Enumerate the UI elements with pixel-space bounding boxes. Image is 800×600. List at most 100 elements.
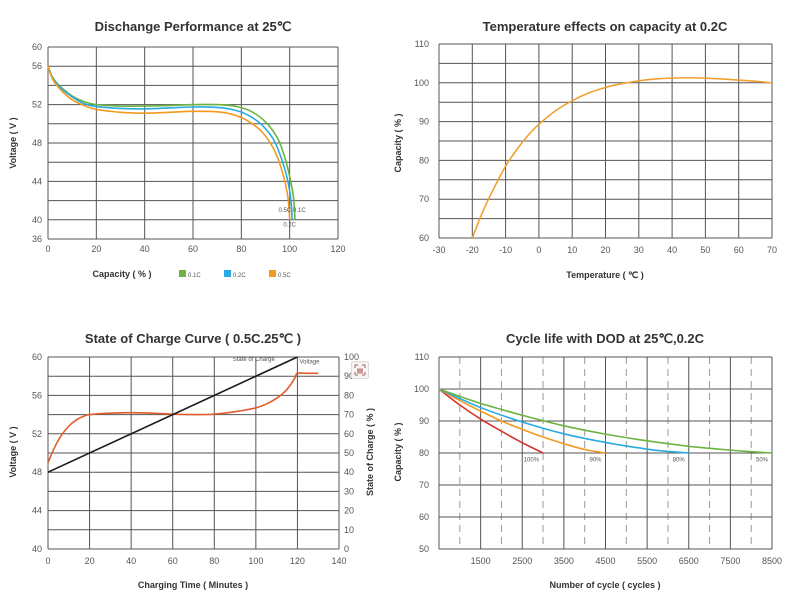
series-line-state-of-charge (47, 356, 298, 473)
discharge-annotations: 0.5C 0.1C 0.2C (278, 208, 306, 228)
legend-swatch-0.5C (269, 270, 276, 277)
temperature-gridlines (438, 43, 773, 239)
discharge-x-axis-label: Capacity ( % ) (92, 269, 151, 279)
discharge-tick-labels: 0 20 40 60 80 100 120 60 56 52 48 44 40 36 (32, 42, 346, 254)
y-tick-label: 100 (414, 384, 429, 394)
discharge-legend: 0.1C 0.2C 0.5C (179, 270, 291, 279)
temperature-tick-labels: -30 -20 -10 0 10 20 30 40 50 60 70 60 70 80 90 100 110 (414, 39, 777, 255)
x-tick-label: 8500 (762, 556, 782, 566)
x-tick-label: 0 (45, 244, 50, 254)
y-tick-label: 56 (32, 390, 42, 400)
soc-curve-label: State of Charge (233, 357, 276, 363)
x-tick-label: 3500 (554, 556, 574, 566)
temperature-series (471, 76, 773, 239)
y2-tick-label: 70 (344, 410, 354, 420)
x-tick-label: 60 (168, 556, 178, 566)
x-tick-label: 5500 (637, 556, 657, 566)
x-tick-label: 20 (91, 244, 101, 254)
x-tick-label: 30 (634, 245, 644, 255)
x-tick-label: 0 (536, 245, 541, 255)
y2-tick-label: 50 (344, 448, 354, 458)
legend-swatch-0.2C (224, 270, 231, 277)
x-tick-label: 70 (767, 245, 777, 255)
y2-tick-label: 100 (344, 352, 359, 362)
series-line-0.1C (47, 65, 296, 220)
y2-tick-label: 80 (344, 390, 354, 400)
y2-tick-label: 0 (344, 544, 349, 554)
series-line-0.2C (47, 65, 293, 220)
y2-tick-label: 60 (344, 429, 354, 439)
x-tick-label: 140 (331, 556, 346, 566)
dod-label: 50% (756, 457, 769, 463)
temperature-y-axis-label: Capacity ( % ) (393, 113, 403, 172)
voltage-curve-label: Voltage (300, 360, 321, 366)
temperature-chart-title: Temperature effects on capacity at 0.2C (483, 19, 728, 34)
soc-chart: State of Charge Curve ( 0.5C.25℃ ) 0 20 40… (8, 331, 375, 590)
soc-annotations: State of Charge Voltage (233, 357, 320, 366)
discharge-y-axis-label: Voltage ( V ) (8, 117, 18, 168)
y-tick-label: 80 (419, 448, 429, 458)
temperature-chart: Temperature effects on capacity at 0.2C … (393, 19, 777, 280)
y-tick-label: 100 (414, 78, 429, 88)
cycle-y-axis-label: Capacity ( % ) (393, 422, 403, 481)
y-tick-label: 40 (32, 544, 42, 554)
curve-annotation: 0.2C (283, 223, 296, 229)
soc-y2-axis-label: State of Charge ( % ) (365, 408, 375, 496)
x-tick-label: 1500 (471, 556, 491, 566)
soc-gridlines (47, 356, 340, 550)
soc-x-axis-label: Charging Time ( Minutes ) (138, 580, 248, 590)
y-tick-label: 52 (32, 429, 42, 439)
x-tick-label: 20 (85, 556, 95, 566)
cycle-annotations: 100% 90% 80% 50% (524, 457, 769, 463)
x-tick-label: 100 (248, 556, 263, 566)
soc-chart-title: State of Charge Curve ( 0.5C.25℃ ) (85, 331, 301, 346)
series-line-dod-90 (438, 388, 606, 454)
soc-tick-labels: 0 20 40 60 80 100 120 140 40 44 48 52 56 60 0 10 20 30 40 5… (32, 352, 359, 566)
x-tick-label: 7500 (720, 556, 740, 566)
y2-tick-label: 40 (344, 467, 354, 477)
discharge-chart: Dischange Performance at 25℃ 0 20 40 60 80 10… (8, 19, 346, 279)
x-tick-label: 0 (45, 556, 50, 566)
x-tick-label: 100 (282, 244, 297, 254)
dod-label: 90% (589, 457, 602, 463)
y-tick-label: 36 (32, 234, 42, 244)
cycle-chart: Cycle life with DOD at 25℃,0.2C 1500 2500… (393, 331, 782, 590)
series-line-capacity (471, 76, 773, 239)
y-tick-label: 60 (32, 352, 42, 362)
y-tick-label: 44 (32, 506, 42, 516)
x-tick-label: 40 (126, 556, 136, 566)
y-tick-label: 44 (32, 176, 42, 186)
cycle-chart-title: Cycle life with DOD at 25℃,0.2C (506, 331, 705, 346)
x-tick-label: -10 (499, 245, 512, 255)
dod-label: 80% (673, 457, 686, 463)
y-tick-label: 48 (32, 467, 42, 477)
curve-annotation: 0.5C (278, 208, 291, 214)
cycle-series (438, 388, 773, 454)
legend-label: 0.2C (233, 273, 246, 279)
y-tick-label: 70 (419, 194, 429, 204)
cycle-x-axis-label: Number of cycle ( cycles ) (549, 580, 660, 590)
x-tick-label: 40 (667, 245, 677, 255)
y-tick-label: 90 (419, 416, 429, 426)
x-tick-label: 6500 (679, 556, 699, 566)
y2-tick-label: 90 (344, 371, 354, 381)
screenshot-tool-icon[interactable] (351, 361, 369, 379)
discharge-gridlines (47, 46, 339, 240)
y-tick-label: 50 (419, 544, 429, 554)
y-tick-label: 90 (419, 117, 429, 127)
series-line-dod-100 (438, 388, 544, 454)
x-tick-label: 60 (188, 244, 198, 254)
series-line-dod-50 (438, 388, 773, 454)
legend-label: 0.1C (188, 273, 201, 279)
y-tick-label: 56 (32, 61, 42, 71)
x-tick-label: 80 (209, 556, 219, 566)
y-tick-label: 80 (419, 155, 429, 165)
x-tick-label: -20 (466, 245, 479, 255)
y-tick-label: 48 (32, 138, 42, 148)
series-line-0.5C (47, 65, 291, 220)
legend-swatch-0.1C (179, 270, 186, 277)
legend-label: 0.5C (278, 273, 291, 279)
x-tick-label: 60 (734, 245, 744, 255)
x-tick-label: 2500 (512, 556, 532, 566)
